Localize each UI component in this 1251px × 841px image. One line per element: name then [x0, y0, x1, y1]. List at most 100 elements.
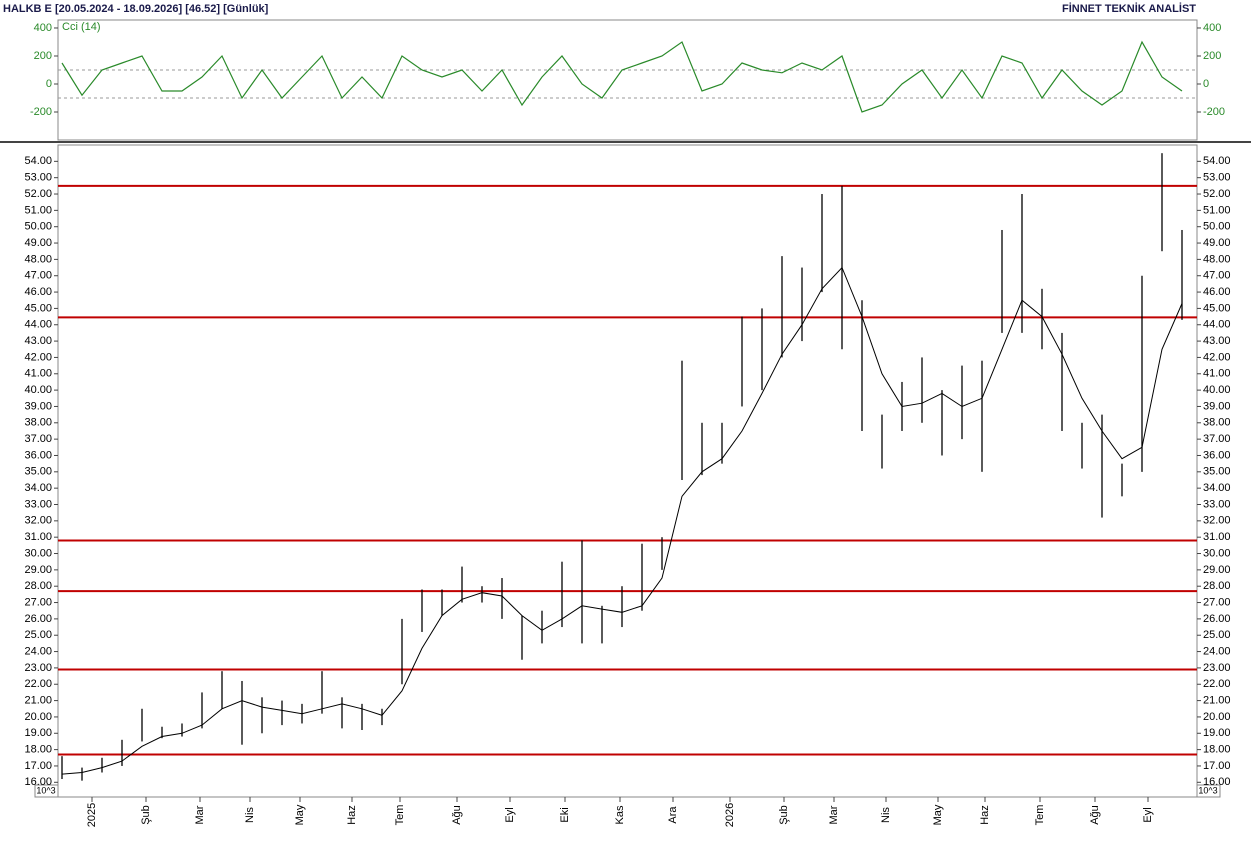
y-tick-label: 53.00	[24, 172, 52, 184]
x-tick-label: May	[932, 804, 944, 825]
price-frame	[57, 144, 1198, 798]
y-tick-label: 18.00	[24, 744, 52, 756]
y-tick-label: 24.00	[24, 645, 52, 657]
y-tick-label: 17.00	[24, 760, 52, 772]
moving-average	[61, 266, 1183, 775]
y-tick-label: 16.00	[24, 776, 52, 788]
y-tick-label: 51.00	[1203, 204, 1231, 216]
y-tick-label: 23.00	[24, 662, 52, 674]
y-tick-label: 24.00	[1203, 645, 1231, 657]
cci-line	[61, 40, 1183, 113]
y-tick-label: -200	[1203, 106, 1225, 118]
y-tick-label: 39.00	[1203, 400, 1231, 412]
y-tick-label: 32.00	[1203, 515, 1231, 527]
x-tick-label: Haz	[979, 805, 991, 825]
unit-label: 10^3	[36, 785, 55, 795]
y-tick-label: 45.00	[1203, 302, 1231, 314]
y-tick-label: 52.00	[24, 188, 52, 200]
y-tick-label: 42.00	[1203, 351, 1231, 363]
y-tick-label: 37.00	[1203, 433, 1231, 445]
y-tick-label: 47.00	[1203, 270, 1231, 282]
x-tick-label: Nis	[244, 807, 256, 823]
y-tick-label: 43.00	[1203, 335, 1231, 347]
y-tick-label: 28.00	[24, 580, 52, 592]
y-tick-label: 16.00	[1203, 776, 1231, 788]
y-tick-label: 18.00	[1203, 744, 1231, 756]
x-tick-label: Mar	[828, 805, 840, 824]
y-tick-label: 0	[1203, 78, 1209, 90]
y-tick-label: 36.00	[24, 449, 52, 461]
source-label: FİNNET TEKNİK ANALİST	[1062, 2, 1196, 15]
y-tick-label: 400	[1203, 22, 1221, 34]
y-tick-label: 33.00	[1203, 498, 1231, 510]
x-tick-label: Tem	[1034, 805, 1046, 826]
y-tick-label: 49.00	[1203, 237, 1231, 249]
x-tick-label: Eki	[559, 807, 571, 822]
y-tick-label: 34.00	[24, 482, 52, 494]
y-tick-label: 43.00	[24, 335, 52, 347]
x-tick-label: Mar	[194, 805, 206, 824]
y-tick-label: 48.00	[24, 253, 52, 265]
y-tick-label: 38.00	[24, 417, 52, 429]
y-tick-label: 28.00	[1203, 580, 1231, 592]
y-tick-label: 35.00	[1203, 466, 1231, 478]
y-tick-label: 42.00	[24, 351, 52, 363]
y-tick-label: -200	[30, 106, 52, 118]
y-tick-label: 22.00	[24, 678, 52, 690]
y-tick-label: 200	[34, 50, 52, 62]
y-tick-label: 22.00	[1203, 678, 1231, 690]
y-tick-label: 45.00	[24, 302, 52, 314]
y-tick-label: 44.00	[1203, 319, 1231, 331]
cci-label: Cci (14)	[62, 21, 101, 33]
y-tick-label: 41.00	[1203, 368, 1231, 380]
y-tick-label: 47.00	[24, 270, 52, 282]
y-tick-label: 53.00	[1203, 172, 1231, 184]
y-tick-label: 20.00	[24, 711, 52, 723]
unit-box	[1196, 784, 1221, 798]
x-tick-label: Şub	[140, 805, 152, 825]
x-tick-label: Ağu	[451, 805, 463, 825]
y-tick-label: 33.00	[24, 498, 52, 510]
y-tick-label: 54.00	[24, 155, 52, 167]
y-tick-label: 25.00	[1203, 629, 1231, 641]
unit-box	[34, 784, 59, 798]
y-tick-label: 32.00	[24, 515, 52, 527]
y-tick-label: 27.00	[24, 596, 52, 608]
y-tick-label: 35.00	[24, 466, 52, 478]
y-tick-label: 31.00	[24, 531, 52, 543]
y-tick-label: 26.00	[24, 613, 52, 625]
y-tick-label: 29.00	[1203, 564, 1231, 576]
y-tick-label: 17.00	[1203, 760, 1231, 772]
y-tick-label: 50.00	[24, 221, 52, 233]
y-tick-label: 51.00	[24, 204, 52, 216]
x-tick-label: Haz	[346, 805, 358, 825]
y-tick-label: 20.00	[1203, 711, 1231, 723]
y-tick-label: 19.00	[1203, 727, 1231, 739]
x-tick-label: 2026	[724, 803, 736, 827]
x-tick-label: Nis	[880, 807, 892, 823]
x-tick-label: Ağu	[1089, 805, 1101, 825]
x-tick-label: May	[294, 804, 306, 825]
y-tick-label: 49.00	[24, 237, 52, 249]
y-tick-label: 39.00	[24, 400, 52, 412]
y-tick-label: 46.00	[24, 286, 52, 298]
y-tick-label: 27.00	[1203, 596, 1231, 608]
y-tick-label: 36.00	[1203, 449, 1231, 461]
y-tick-label: 21.00	[24, 694, 52, 706]
y-tick-label: 46.00	[1203, 286, 1231, 298]
x-tick-label: Tem	[394, 805, 406, 826]
y-tick-label: 44.00	[24, 319, 52, 331]
y-tick-label: 41.00	[24, 368, 52, 380]
y-tick-label: 50.00	[1203, 221, 1231, 233]
y-tick-label: 54.00	[1203, 155, 1231, 167]
y-tick-label: 40.00	[1203, 384, 1231, 396]
chart-title: HALKB E [20.05.2024 - 18.09.2026] [46.52…	[3, 3, 269, 15]
x-tick-label: Eyl	[504, 807, 516, 822]
y-tick-label: 19.00	[24, 727, 52, 739]
y-tick-label: 30.00	[24, 547, 52, 559]
y-tick-label: 38.00	[1203, 417, 1231, 429]
y-tick-label: 40.00	[24, 384, 52, 396]
y-tick-label: 48.00	[1203, 253, 1231, 265]
